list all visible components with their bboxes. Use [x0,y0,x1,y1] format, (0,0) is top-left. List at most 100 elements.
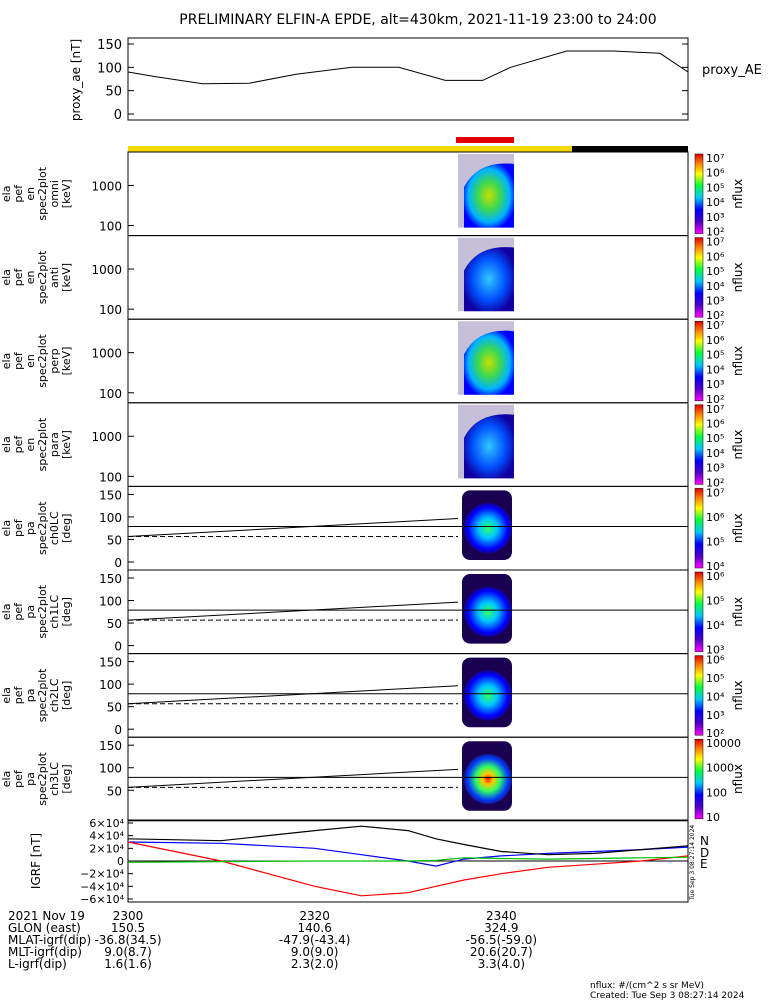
colorbar-tick-label: 10⁶ [706,511,725,524]
igrf-lines [127,825,689,897]
colorbar-tick-label: 10⁴ [706,690,725,703]
igrf-legend-n: N [700,834,709,848]
loss-cone-line [127,768,459,788]
spec-tick-label: 50 [107,701,122,715]
igrf-series-line [127,841,689,897]
spec-ylabel: elapefpaspec2plotch3LC[deg] [0,752,73,806]
colorbar-tick-label: 10⁴ [706,196,725,209]
spec-tick-label: 50 [107,784,122,798]
proxy-ae-tick-label: 100 [97,61,122,76]
colorbar-label: nflux [731,179,745,209]
ephem-row-value: 1.6(1.6) [104,957,152,971]
igrf-series-line [127,856,689,863]
spec-tick-label: 100 [99,762,122,776]
colorbar-label: nflux [731,346,745,376]
spec-tick-label: 1000 [91,347,122,361]
igrf-tick-label: −4×10⁴ [80,880,124,893]
colorbar-label: nflux [731,262,745,292]
proxy-ae-ticks: 150 100 50 0 [97,38,688,123]
colorbar-tick-label: 10⁵ [706,181,724,194]
ephem-row-value: 3.3(4.0) [478,957,526,971]
colorbar-tick-label: 10⁷ [706,403,724,416]
spec-ylabel: elapefpaspec2plotch1LC[deg] [0,584,73,638]
colorbar-tick-label: 10⁴ [706,619,725,632]
time-tick-label: 2340 [486,909,517,923]
colorbar [694,237,704,318]
side-stamp: Tue Sep 3 08:27:14 2024 [689,825,696,901]
spec-tick-label: 100 [99,595,122,609]
igrf-series-line [127,825,689,856]
colorbar-tick-label: 10000 [706,737,741,750]
colorbar-tick-label: 100 [706,786,727,799]
spec-tick-label: 150 [99,656,122,670]
footer-units: nflux: #/(cm^2 s sr MeV) [590,981,704,991]
igrf-legend-d: D [700,846,709,860]
spec-ylabel: elapefpaspec2plotch2LC[deg] [0,668,73,722]
colorbar-tick-label: 10⁶ [706,654,725,667]
igrf-tick-label: 6×10⁴ [89,817,124,830]
spec-panel-7: 150 100 50 elapefpaspec2plotch3LC[deg] 10000… [0,736,745,824]
colorbar-tick-label: 10³ [706,709,724,722]
proxy-ae-tick-label: 150 [97,38,122,53]
loss-cone-line [127,601,459,621]
igrf-tick-label: −6×10⁴ [80,893,124,906]
spec-tick-label: 1000 [91,263,122,277]
colorbar-tick-label: 10⁷ [706,152,724,165]
spec-ylabel: elapefenspec2plotomni[keV] [0,166,73,220]
spec-tick-label: 1000 [91,179,122,193]
igrf-tick-label: −2×10⁴ [80,868,124,881]
spec-ylabel: elapefenspec2plotperp[keV] [0,334,73,388]
colorbar [694,404,704,485]
ephem-row-name: GLON (east) [8,921,81,935]
colorbar-tick-label: 10⁷ [706,486,724,499]
time-axis: 2021 Nov 19 2300 2320 2340 GLON (east) 150.5… [8,909,537,971]
colorbar-label: nflux [731,597,745,627]
proxy-ae-panel: 150 100 50 0 proxy_ae [nT] proxy_AE [69,37,762,123]
colorbar-label: nflux [731,764,745,794]
proxy-ae-line [127,50,689,85]
ephem-row-value: -56.5(-59.0) [466,933,537,947]
proxy-ae-ylabel: proxy_ae [nT] [69,39,83,121]
spec-tick-label: 100 [99,470,122,484]
colorbar [694,655,704,736]
colorbar [694,738,704,820]
ephem-row-name: MLT-igrf(dip) [8,945,82,959]
colorbar-label: nflux [731,430,745,460]
ephem-row-value: -47.9(-43.4) [279,933,350,947]
colorbar-tick-label: 10⁵ [706,672,724,685]
spec-panel-4: 150 100 50 0 elapefpaspec2plotch0LC[deg] 10⁷ 1… [0,485,745,573]
spec-tick-label: 50 [107,617,122,631]
colorbar-tick-label: 10⁶ [706,418,725,431]
spec-blob [464,247,514,312]
spec-tick-label: 50 [107,533,122,547]
igrf-legend-e: E [700,857,708,871]
colorbar-tick-label: 10⁴ [706,560,725,573]
colorbar-tick-label: 10³ [706,294,724,307]
colorbar-tick-label: 10⁵ [706,432,724,445]
spec-blob [464,163,514,228]
spec-blob [464,670,512,721]
colorbar-tick-label: 10⁴ [706,363,725,376]
spec-tick-label: 100 [99,387,122,401]
figure-title: PRELIMINARY ELFIN-A EPDE, alt=430km, 202… [179,12,656,28]
spec-frame [127,653,689,738]
colorbar-tick-label: 10⁵ [706,595,724,608]
spec-ylabel: elapefenspec2plotpara[keV] [0,417,73,471]
ephem-row-value: 324.9 [484,921,518,935]
spec-tick-label: 0 [114,723,122,737]
colorbar-label: nflux [731,680,745,710]
colorbar-tick-label: 10² [706,393,724,406]
ephem-row-value: 20.6(20.7) [470,945,533,959]
spec-tick-label: 1000 [91,430,122,444]
date-label: 2021 Nov 19 [8,909,85,923]
colorbar-tick-label: 10⁵ [706,535,724,548]
ephem-row-name: L-igrf(dip) [8,957,67,971]
spec-tick-label: 100 [99,678,122,692]
colorbar-tick-label: 10² [706,727,724,740]
loss-cone-line [127,685,459,705]
colorbar-tick-label: 10³ [706,378,724,391]
spec-blob [464,414,514,479]
time-tick-label: 2320 [299,909,330,923]
